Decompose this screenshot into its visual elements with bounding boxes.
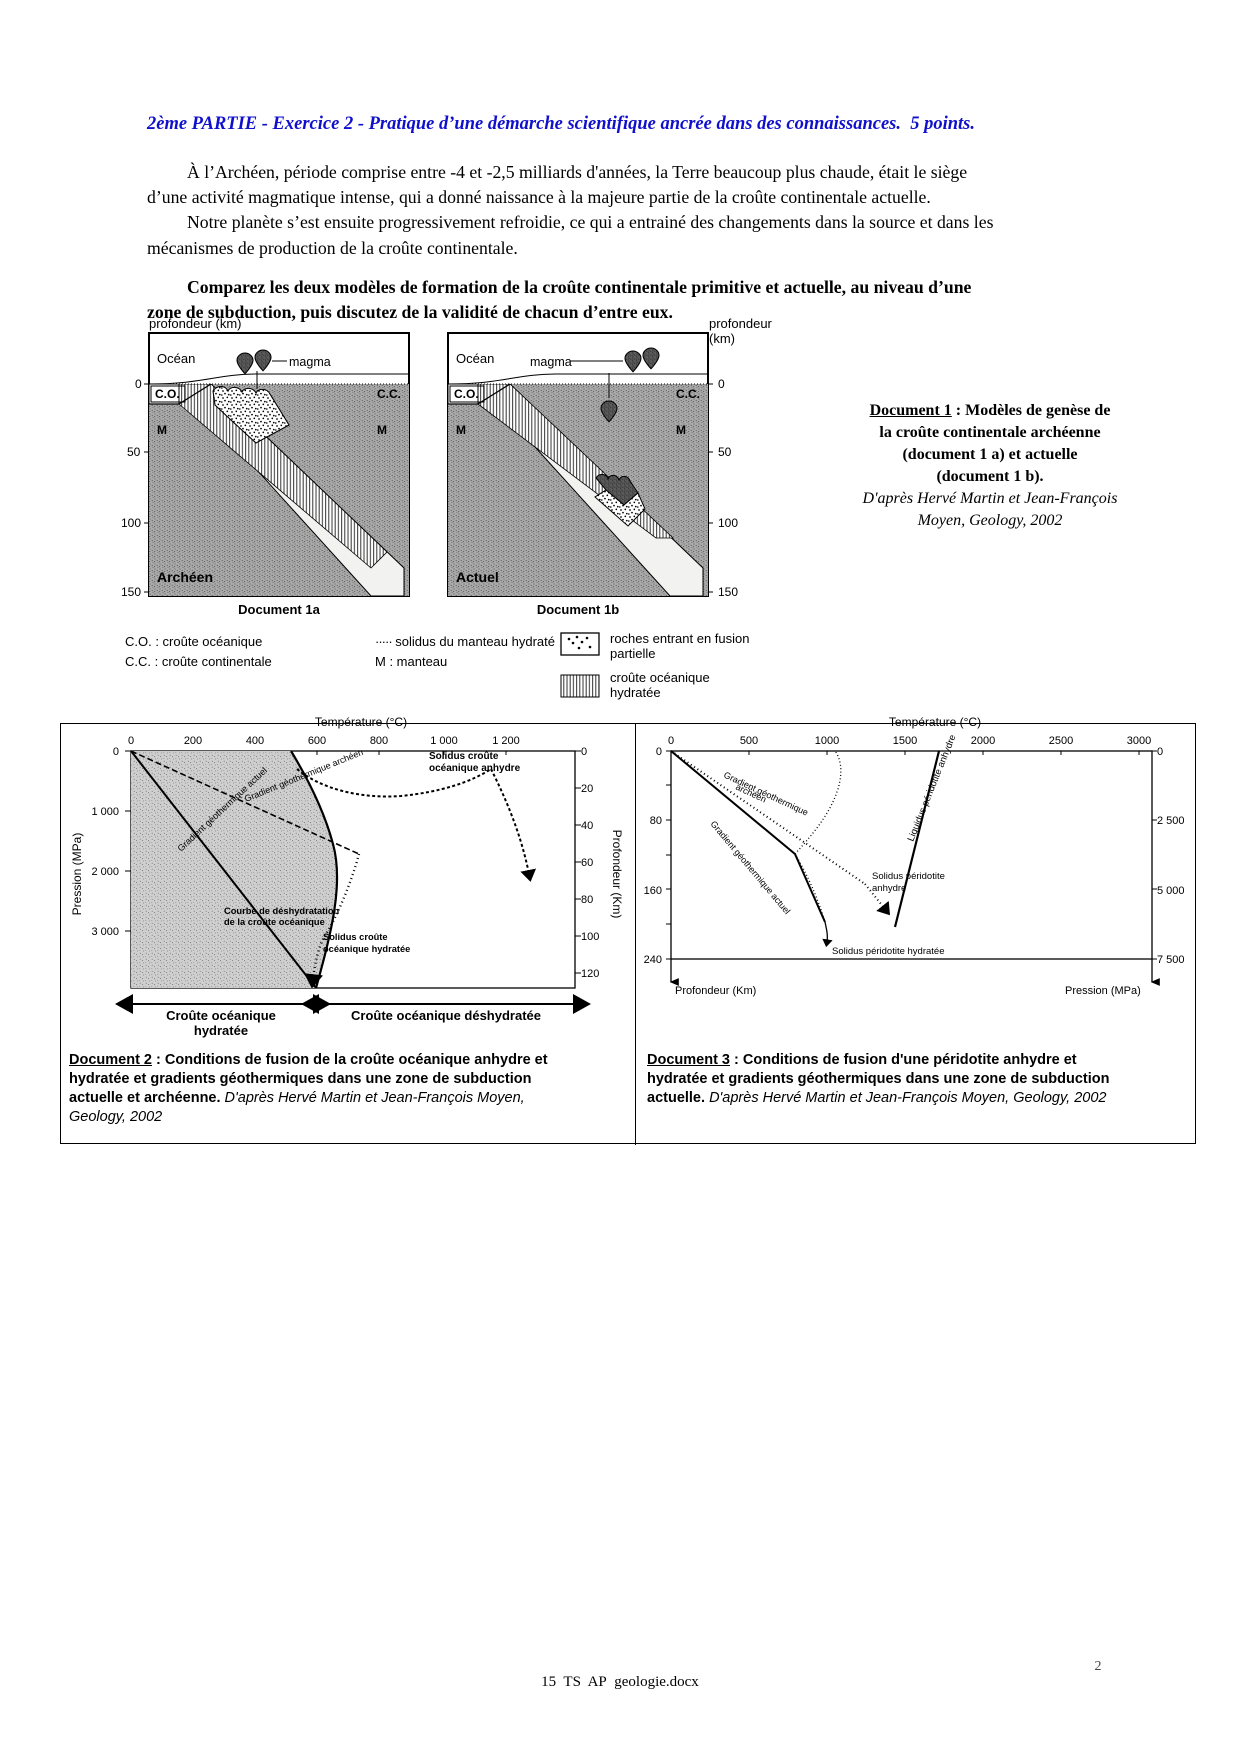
svg-text:40: 40	[581, 820, 593, 832]
svg-text:Croûte océanique: Croûte océanique	[166, 1008, 276, 1023]
svg-text:C.O.: C.O.	[155, 387, 180, 401]
svg-text:magma: magma	[289, 355, 331, 369]
svg-text:Solidus péridotite: Solidus péridotite	[872, 871, 945, 882]
svg-text:M: M	[157, 423, 167, 437]
svg-text:0: 0	[128, 735, 134, 747]
svg-text:Température (°C): Température (°C)	[315, 715, 407, 729]
svg-text:80: 80	[581, 894, 593, 906]
svg-text:100: 100	[581, 931, 599, 943]
svg-text:1 000: 1 000	[91, 806, 119, 818]
svg-text:100: 100	[121, 516, 141, 530]
svg-text:3 000: 3 000	[91, 926, 119, 938]
svg-text:800: 800	[370, 735, 388, 747]
svg-text:de la croûte océanique: de la croûte océanique	[224, 917, 325, 927]
svg-text:océanique hydratée: océanique hydratée	[323, 944, 410, 954]
svg-text:20: 20	[581, 783, 593, 795]
svg-text:200: 200	[184, 735, 202, 747]
svg-text:0: 0	[718, 377, 725, 391]
svg-text:50: 50	[718, 445, 732, 459]
svg-text:1 000: 1 000	[430, 735, 458, 747]
svg-text:0: 0	[581, 746, 587, 758]
svg-text:1500: 1500	[893, 735, 917, 747]
svg-text:Document 1a: Document 1a	[238, 602, 320, 617]
svg-text:3000: 3000	[1127, 735, 1151, 747]
svg-text:0: 0	[668, 735, 674, 747]
svg-text:60: 60	[581, 857, 593, 869]
svg-text:M: M	[676, 423, 686, 437]
svg-text:2 500: 2 500	[1157, 815, 1185, 827]
svg-text:Océan: Océan	[157, 351, 195, 366]
svg-text:hydratée: hydratée	[194, 1023, 248, 1038]
svg-text:océanique anhydre: océanique anhydre	[429, 763, 521, 774]
svg-text:anhydre: anhydre	[872, 883, 906, 894]
svg-text:0: 0	[656, 746, 662, 758]
svg-text:M: M	[377, 423, 387, 437]
svg-text:Solidus croûte: Solidus croûte	[429, 751, 499, 762]
svg-text:Actuel: Actuel	[456, 569, 499, 585]
svg-text:Solidus péridotite hydratée: Solidus péridotite hydratée	[832, 946, 945, 957]
svg-text:2500: 2500	[1049, 735, 1073, 747]
svg-text:1000: 1000	[815, 735, 839, 747]
svg-text:5 000: 5 000	[1157, 885, 1185, 897]
svg-text:magma: magma	[530, 355, 572, 369]
svg-text:600: 600	[308, 735, 326, 747]
svg-text:C.C.: C.C.	[377, 387, 401, 401]
svg-text:500: 500	[740, 735, 758, 747]
svg-text:Température (°C): Température (°C)	[889, 715, 981, 729]
svg-text:Océan: Océan	[456, 351, 494, 366]
svg-text:Solidus croûte: Solidus croûte	[323, 932, 388, 942]
svg-text:120: 120	[581, 968, 599, 980]
svg-text:Document 1b: Document 1b	[537, 602, 619, 617]
svg-text:7 500: 7 500	[1157, 954, 1185, 966]
svg-text:400: 400	[246, 735, 264, 747]
svg-text:Pression (MPa): Pression (MPa)	[1065, 985, 1141, 997]
svg-text:Pression (MPa): Pression (MPa)	[70, 833, 84, 916]
svg-text:1 200: 1 200	[492, 735, 520, 747]
svg-text:240: 240	[644, 954, 662, 966]
svg-text:Profondeur (Km): Profondeur (Km)	[610, 830, 624, 919]
svg-text:0: 0	[1157, 746, 1163, 758]
svg-text:100: 100	[718, 516, 738, 530]
svg-text:80: 80	[650, 815, 662, 827]
svg-text:150: 150	[718, 585, 738, 599]
svg-text:2 000: 2 000	[91, 866, 119, 878]
svg-text:160: 160	[644, 885, 662, 897]
svg-text:0: 0	[135, 377, 142, 391]
svg-text:50: 50	[127, 445, 141, 459]
svg-text:0: 0	[113, 746, 119, 758]
svg-text:Archéen: Archéen	[157, 569, 213, 585]
svg-text:C.C.: C.C.	[676, 387, 700, 401]
svg-text:Profondeur (Km): Profondeur (Km)	[675, 985, 756, 997]
svg-text:2000: 2000	[971, 735, 995, 747]
svg-text:150: 150	[121, 585, 141, 599]
svg-text:Croûte océanique déshydratée: Croûte océanique déshydratée	[351, 1008, 541, 1023]
svg-text:M: M	[456, 423, 466, 437]
svg-text:C.O.: C.O.	[454, 387, 479, 401]
svg-text:Courbe de déshydratation: Courbe de déshydratation	[224, 906, 340, 916]
